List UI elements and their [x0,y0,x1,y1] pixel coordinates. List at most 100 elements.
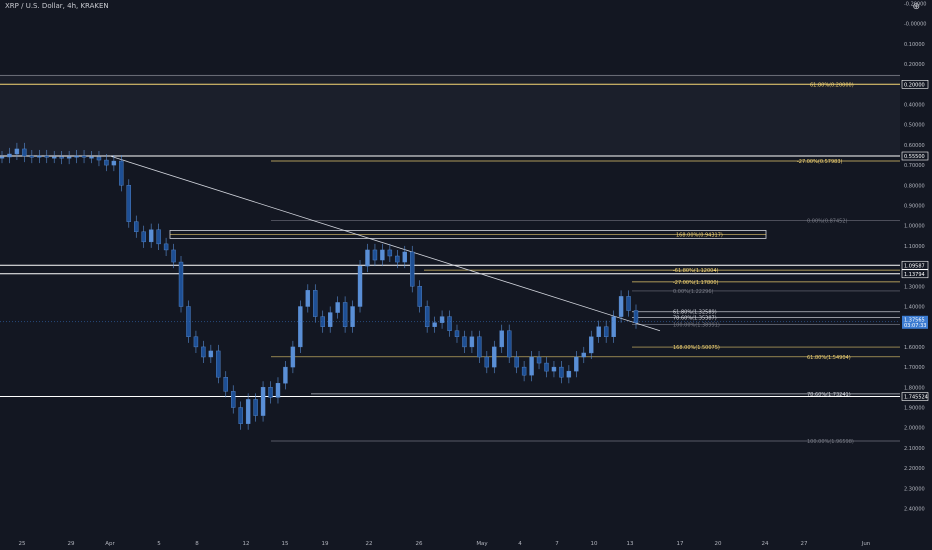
candle-body [372,249,378,261]
candle-body [529,356,534,376]
candle-body [201,346,206,358]
y-tick-label: -0.00000 [904,22,926,28]
fib-label: 0.00%(0.87452) [807,219,848,225]
x-tick-label: 8 [195,541,199,547]
fib-label: 100.00%(1.96598) [807,439,854,445]
candle-body [633,310,639,323]
candle-body [52,156,57,159]
candle-body [507,330,512,358]
candle-body [96,156,102,161]
candle-body [178,261,184,307]
x-tick-label: 25 [19,541,26,547]
price-tag-box [901,151,929,161]
y-tick-label: 2.30000 [904,486,925,492]
candle-body [193,336,199,348]
x-tick-label: 12 [243,541,250,547]
candle-body [611,316,616,338]
fib-label: -61.80%(1.12004) [673,268,718,274]
candle-body [290,346,296,368]
current-price-box [902,315,928,329]
y-tick-label: 1.10000 [904,244,925,250]
candle-body [350,306,355,327]
x-tick-label: 4 [518,541,522,547]
candle-body [268,387,273,398]
y-tick-label: 0.10000 [904,42,925,48]
candle-body [7,153,12,158]
candle-body [424,306,430,327]
x-tick-label: 13 [627,541,634,547]
candle-body [141,231,146,243]
y-tick-label: 0.20000 [904,62,925,68]
candle-body [402,251,407,263]
y-tick-label: 1.00000 [904,224,925,230]
current-price-timer: 03:07:33 [904,323,926,329]
candle-body [59,156,64,159]
fib-label: 0.00%(1.22296) [673,289,714,295]
trend-line[interactable] [109,155,661,332]
fib-label: 78.60%(1.35387) [673,315,717,321]
fib-label: 78.60%(1.73241) [807,392,851,398]
candle-body [89,156,94,159]
candle-body [387,249,393,257]
x-tick-label: 15 [282,541,289,547]
settings-icon[interactable]: ⊕ [912,2,920,12]
candle-body [104,159,109,166]
chart-title: XRP / U.S. Dollar, 4h, KRAKEN [5,2,109,10]
candle-body [275,383,281,398]
x-tick-label: Jun [861,541,871,547]
candle-body [454,330,460,337]
fib-label: 168.00%(1.50075) [673,345,720,351]
candle-body [22,148,27,157]
candle-body [544,362,549,372]
candle-body [492,346,497,368]
price-tag-label: 1.09587 [904,263,925,269]
y-tick-label: 0.60000 [904,143,925,149]
price-tag-box [901,269,929,279]
candle-body [37,155,42,158]
x-tick-label: 24 [762,541,769,547]
fib-label: -27.00%(0.57983) [797,159,842,165]
y-tick-label: 1.60000 [904,345,925,351]
candle-body [81,155,87,158]
candle-body [305,290,311,307]
candle-body [253,399,258,416]
price-tag-label: 0.55500 [904,154,925,160]
y-tick-label: 2.00000 [904,426,925,432]
candle-body [238,407,243,424]
y-tick-label: -0.20000 [904,2,926,8]
candle-body [171,249,176,263]
y-tick-label: 1.40000 [904,305,925,311]
candle-body [380,249,385,261]
x-tick-label: Apr [105,541,115,547]
x-tick-label: May [476,541,488,547]
x-tick-label: 7 [555,541,559,547]
y-tick-label: 2.10000 [904,446,925,452]
candle-body [313,290,318,317]
x-tick-label: 29 [68,541,75,547]
fib-label: 61.80%(1.54904) [807,355,851,361]
candle-body [208,350,214,358]
candle-body [260,387,266,416]
candle-body [566,370,572,378]
candle-body [283,366,288,384]
x-tick-label: 5 [157,541,161,547]
price-tag-box [901,260,929,270]
x-tick-label: 10 [591,541,598,547]
candle-body [626,296,631,311]
y-tick-label: 1.90000 [904,406,925,412]
y-tick-label: 0.50000 [904,123,925,129]
fib-label: 168.00%(0.94317) [676,232,723,238]
candle-body [559,366,564,378]
current-price-label: 1.37565 [904,317,925,323]
candle-body [327,312,333,327]
y-tick-label: 0.70000 [904,163,925,169]
x-tick-label: 19 [322,541,329,547]
candle-body [66,156,72,159]
fib-label: -27.00%(1.17800) [673,280,718,286]
y-tick-label: 1.80000 [904,385,925,391]
y-tick-label: 2.20000 [904,466,925,472]
y-tick-label: 1.30000 [904,284,925,290]
candle-body [521,366,527,376]
candle-body [335,302,340,313]
